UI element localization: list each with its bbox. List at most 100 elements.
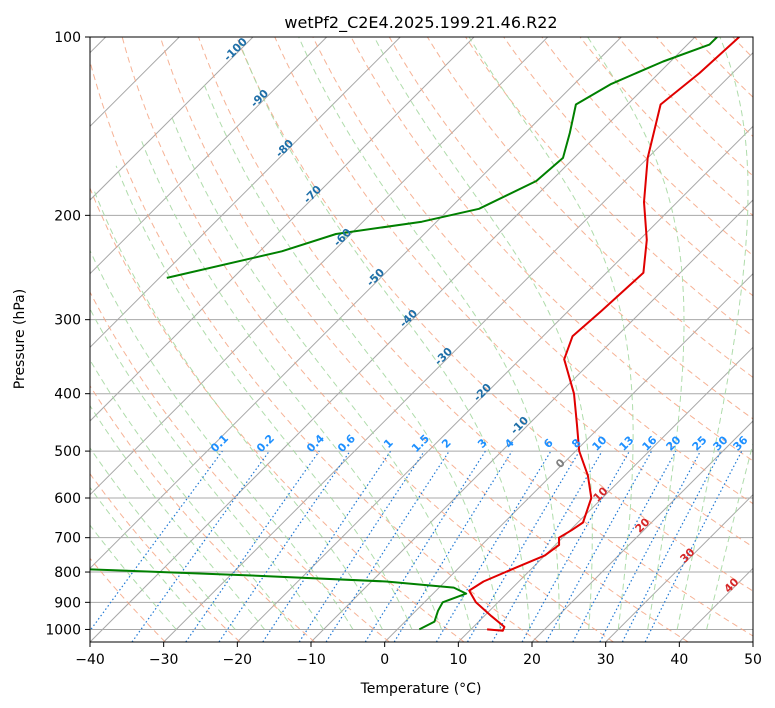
mixing-ratio-line [545, 450, 653, 642]
x-tick-label: 0 [380, 652, 389, 668]
mixing-ratio-line [90, 450, 223, 632]
moist-adiabat-lines [90, 37, 753, 630]
dry-adiabat-line [350, 37, 753, 462]
y-tick-label: 1000 [45, 622, 81, 638]
moist-adiabat-line [90, 249, 354, 630]
dry-adiabat-line [771, 37, 775, 642]
x-tick-label: 30 [597, 652, 615, 668]
dry-adiabat-label: -10 [508, 414, 531, 437]
isotherm-line [531, 420, 753, 642]
mixing-ratio-line [185, 450, 320, 642]
y-tick-label: 200 [54, 208, 81, 224]
moist-adiabat-line [90, 447, 236, 630]
mixing-ratio-label: 36 [731, 433, 751, 453]
moist-adiabat-label: 40 [722, 575, 742, 595]
isotherm-line [90, 37, 328, 275]
y-tick-label: 900 [54, 595, 81, 611]
mixing-ratio-label: 30 [711, 433, 731, 453]
moist-adiabat-line [92, 188, 383, 630]
isobar-grid [90, 37, 753, 630]
moist-adiabat-label: 0 [553, 456, 568, 471]
mixing-ratio-label: 20 [664, 433, 684, 453]
mixing-ratio-line [325, 450, 450, 642]
isotherm-line [310, 199, 753, 642]
mixing-ratio-line [621, 450, 722, 642]
dry-adiabat-line [732, 37, 753, 59]
mixing-ratio-line [644, 450, 743, 642]
isotherm-line [163, 51, 753, 642]
dry-adiabat-line [90, 59, 540, 642]
x-tick-label: 20 [523, 652, 541, 668]
dry-adiabat-line [90, 186, 465, 642]
mixing-ratio-line [435, 450, 552, 642]
y-axis-title: Pressure (hPa) [12, 289, 28, 389]
x-tick-label: 50 [744, 652, 762, 668]
moist-adiabat-line [115, 165, 413, 630]
sounding-line-0 [468, 37, 740, 632]
x-tick-label: −10 [296, 652, 326, 668]
isotherm-line [605, 493, 753, 642]
moist-adiabat-line [468, 37, 634, 630]
reference-line-labels: -100-90-80-70-60-50-40-30-20-10010203040… [208, 37, 751, 596]
y-tick-label: 500 [54, 444, 81, 460]
mixing-ratio-line [572, 450, 677, 642]
y-tick-label: 600 [54, 491, 81, 507]
mixing-ratio-label: 1 [381, 436, 396, 451]
moist-adiabat-line [587, 37, 685, 630]
dry-adiabat-line [656, 37, 753, 138]
dry-adiabat-line [503, 37, 753, 297]
y-tick-label: 100 [54, 30, 81, 46]
moist-adiabat-line [676, 37, 749, 630]
moist-adiabat-line [90, 404, 265, 630]
mixing-ratio-line [599, 450, 702, 642]
x-axis: −40 −30 −20 −10 0 10 20 30 40 50 [75, 642, 762, 668]
mixing-ratio-label: 10 [590, 433, 610, 453]
mixing-ratio-line [393, 450, 513, 642]
moist-adiabat-line [373, 37, 593, 630]
mixing-ratio-line [218, 450, 351, 642]
mixing-ratio-label: 25 [690, 434, 710, 454]
dry-adiabat-line [159, 37, 689, 642]
sounding-line-1 [90, 568, 468, 631]
mixing-ratio-label: 2 [439, 436, 454, 451]
x-tick-label: 40 [670, 652, 688, 668]
y-tick-label: 800 [54, 565, 81, 581]
y-axis: 1000 900 800 700 600 500 400 300 200 100 [45, 30, 90, 638]
dry-adiabat-line [541, 37, 753, 257]
isotherm-line [90, 37, 254, 201]
moist-adiabat-line [203, 83, 501, 630]
dry-adiabat-line [198, 37, 753, 637]
isotherm-line [90, 37, 401, 349]
moist-adiabat-line [90, 486, 207, 630]
mixing-ratio-line [131, 450, 270, 642]
moist-adiabat-label: 30 [678, 545, 698, 565]
mixing-ratio-line [298, 450, 425, 642]
dry-adiabat-line [274, 37, 753, 548]
mixing-ratio-label: 8 [569, 436, 584, 451]
mixing-ratio-label: 16 [640, 433, 660, 453]
y-tick-label: 400 [54, 387, 81, 403]
moist-adiabat-label: 20 [633, 515, 653, 535]
moist-adiabat-line [90, 524, 177, 630]
isotherm-line [752, 641, 753, 642]
mixing-ratio-line [262, 450, 392, 642]
dry-adiabat-line [388, 37, 753, 420]
x-tick-label: −30 [149, 652, 179, 668]
sounding-line-1-upper [166, 37, 718, 279]
moist-adiabat-line [237, 37, 531, 630]
dry-adiabat-line [90, 472, 241, 642]
dry-adiabat-line [90, 291, 390, 642]
moist-adiabat-line [90, 358, 295, 630]
dry-adiabat-line [312, 37, 753, 505]
dry-adiabat-label: -30 [432, 345, 455, 368]
dry-adiabat-line [465, 37, 753, 338]
plot-frame [89, 36, 754, 643]
dry-adiabat-label: -70 [301, 183, 324, 206]
mixing-ratio-line [521, 450, 631, 642]
dry-adiabat-line [121, 37, 614, 642]
mixing-ratio-line [364, 450, 486, 642]
mixing-ratio-lines [90, 450, 743, 642]
y-tick-label: 700 [54, 531, 81, 547]
mixing-ratio-label: 3 [475, 436, 490, 451]
